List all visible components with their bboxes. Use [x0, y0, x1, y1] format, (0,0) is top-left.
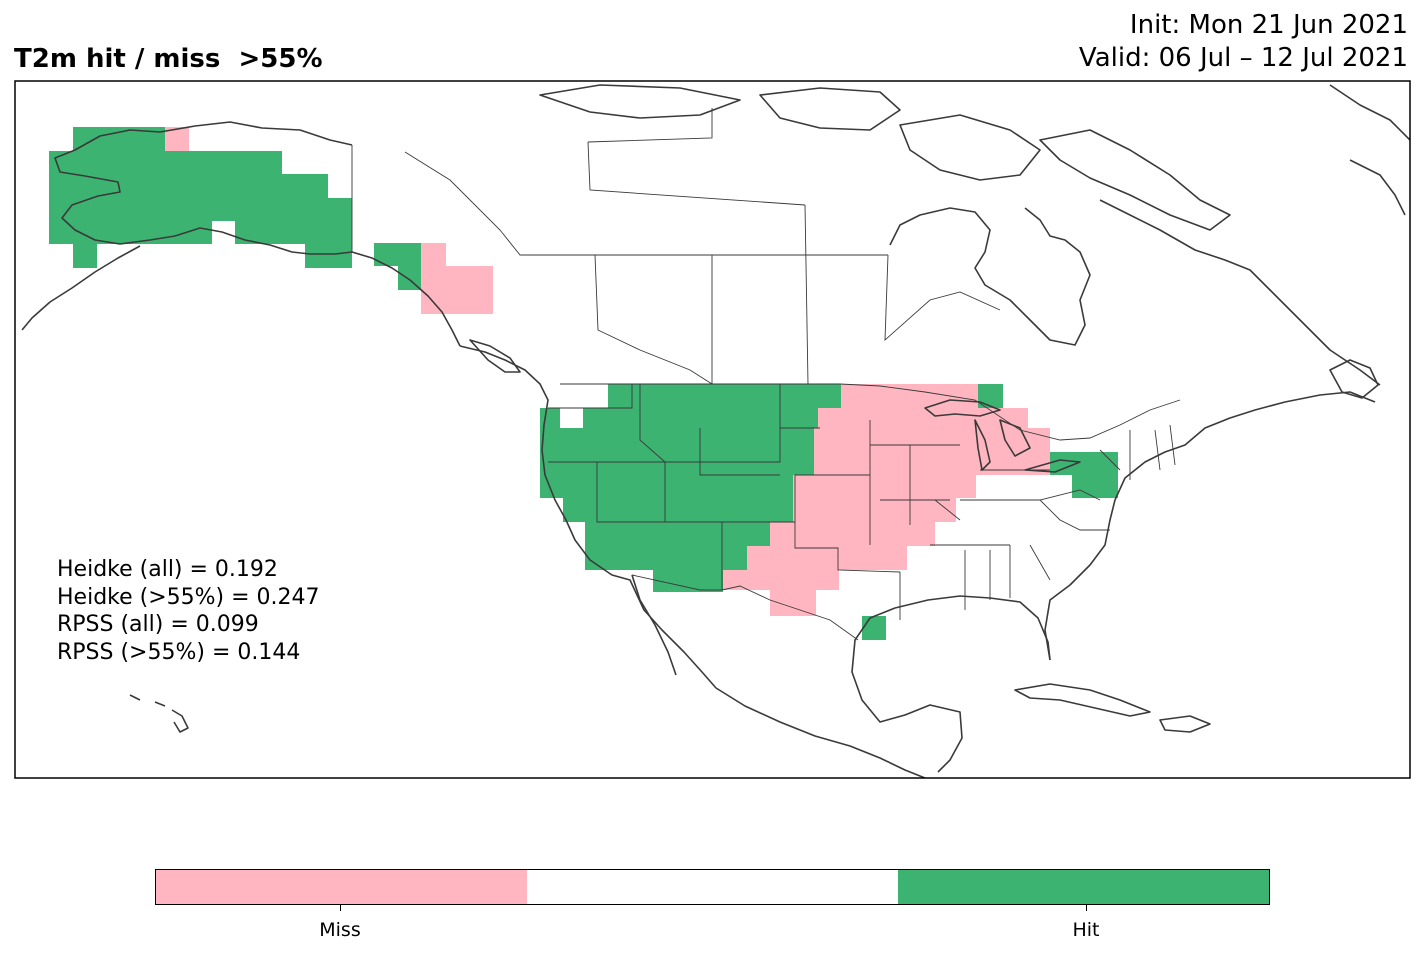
miss-cell-12 [421, 266, 493, 290]
miss-cell-24 [841, 384, 1001, 408]
cuba [1014, 683, 1151, 717]
baffin-island [1039, 129, 1231, 231]
hit-cell-16 [540, 408, 560, 428]
colorbar-hit-segment [898, 870, 1269, 904]
lake-superior [924, 399, 1001, 417]
gulf-coast [851, 595, 1051, 773]
arctic-islands-1 [539, 84, 741, 119]
us-states-west [548, 384, 901, 590]
valid-period: Valid: 06 Jul – 12 Jul 2021 [1078, 43, 1408, 73]
baja [631, 574, 677, 676]
colorbar-tick-hit [1086, 905, 1087, 911]
hit-cell-14 [608, 384, 841, 408]
hit-cell-2 [49, 151, 282, 174]
newfoundland [1329, 359, 1379, 399]
hit-cell-0 [73, 127, 165, 151]
map-frame [14, 80, 1411, 779]
hit-cell-8 [305, 244, 352, 268]
lake-erie [1024, 459, 1081, 473]
us-states-east [960, 424, 1176, 531]
colorbar-neutral-segment [527, 870, 898, 904]
mexico-coast [715, 687, 926, 778]
political-boundaries [351, 108, 1181, 641]
hit-cell-34 [1050, 452, 1118, 475]
hawaii [129, 694, 189, 733]
greenland [1329, 84, 1410, 141]
pacific-coast [459, 345, 717, 689]
vancouver-island [469, 339, 521, 373]
hit-cell-20 [585, 522, 770, 546]
arctic-islands-3 [899, 114, 1041, 181]
hudson-bay [889, 207, 1091, 346]
hit-cell-35 [1072, 475, 1118, 498]
coastlines [21, 84, 1410, 778]
atlantic-coast [1044, 391, 1376, 661]
lake-michigan [974, 419, 991, 471]
alaska-peninsula [21, 245, 141, 331]
hit-cell-15 [583, 408, 830, 428]
hit-cell-23 [862, 616, 886, 640]
colorbar [155, 869, 1270, 905]
score-panel: Heidke (all) = 0.192 Heidke (>55%) = 0.2… [57, 556, 320, 666]
colorbar-label-miss: Miss [319, 919, 361, 941]
arctic-islands-2 [759, 87, 901, 131]
miss-cell-26 [814, 428, 1050, 475]
miss-cell-32 [770, 590, 816, 616]
miss-cell-10 [421, 243, 446, 266]
score-heidke-all: Heidke (all) = 0.192 [57, 557, 278, 582]
miss-cell-30 [747, 546, 907, 570]
map-title: T2m hit / miss >55% [14, 44, 323, 74]
init-date: Init: Mon 21 Jun 2021 [1129, 10, 1408, 40]
us-mexico-border [631, 574, 859, 641]
us-canada-border [560, 383, 1181, 441]
alaska-panhandle [351, 251, 461, 347]
hit-cell-21 [585, 546, 747, 570]
us-states-central [869, 420, 1051, 620]
miss-cell-27 [793, 475, 976, 498]
hit-cell-33 [978, 384, 1003, 408]
miss-cell-13 [421, 290, 493, 314]
hispaniola [1159, 715, 1211, 733]
colorbar-miss-segment [156, 870, 527, 904]
hit-cell-7 [73, 244, 97, 268]
alaska-coast [54, 121, 353, 255]
colorbar-label-hit: Hit [1072, 919, 1100, 941]
hit-cell-17 [540, 428, 814, 475]
score-heidke-55: Heidke (>55%) = 0.247 [57, 584, 320, 610]
hit-cell-6 [235, 221, 352, 244]
miss-cell-28 [793, 498, 956, 522]
labrador-coast [1099, 199, 1381, 386]
colorbar-tick-miss [340, 905, 341, 911]
hit-cell-22 [653, 570, 723, 592]
lake-huron [999, 419, 1031, 457]
hit-cell-19 [563, 498, 793, 522]
miss-cell-31 [723, 570, 839, 590]
score-rpss-55: RPSS (>55%) = 0.144 [57, 639, 301, 665]
canada-provinces [404, 108, 1001, 385]
score-rpss-all: RPSS (all) = 0.099 [57, 612, 259, 637]
hit-cell-18 [540, 475, 793, 498]
hit-cell-9 [374, 243, 421, 266]
miss-cell-29 [770, 522, 935, 546]
greenland-2 [1349, 159, 1406, 216]
hit-cell-4 [49, 198, 352, 221]
